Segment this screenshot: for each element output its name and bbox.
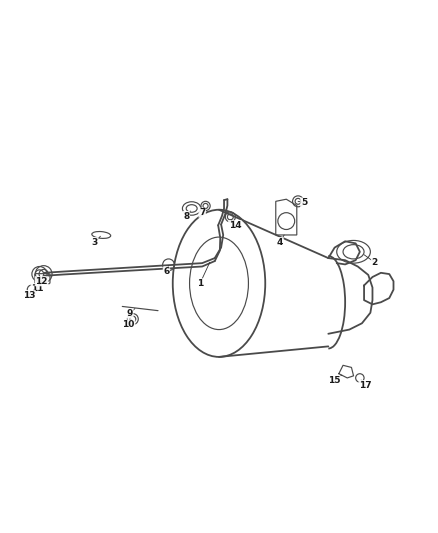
Text: 1: 1 (197, 279, 203, 288)
Text: 10: 10 (122, 320, 135, 329)
Text: 6: 6 (163, 267, 170, 276)
Text: 13: 13 (23, 290, 35, 300)
Text: 5: 5 (301, 198, 307, 207)
Text: 11: 11 (31, 284, 44, 293)
Text: 15: 15 (328, 376, 341, 385)
Text: 4: 4 (277, 238, 283, 247)
Text: 2: 2 (371, 258, 378, 267)
Text: 8: 8 (183, 212, 189, 221)
Text: 14: 14 (229, 221, 241, 230)
Text: 17: 17 (359, 381, 371, 390)
Text: 7: 7 (199, 208, 205, 217)
Text: 12: 12 (35, 277, 48, 286)
Text: 3: 3 (92, 238, 98, 247)
Text: 9: 9 (127, 309, 133, 318)
